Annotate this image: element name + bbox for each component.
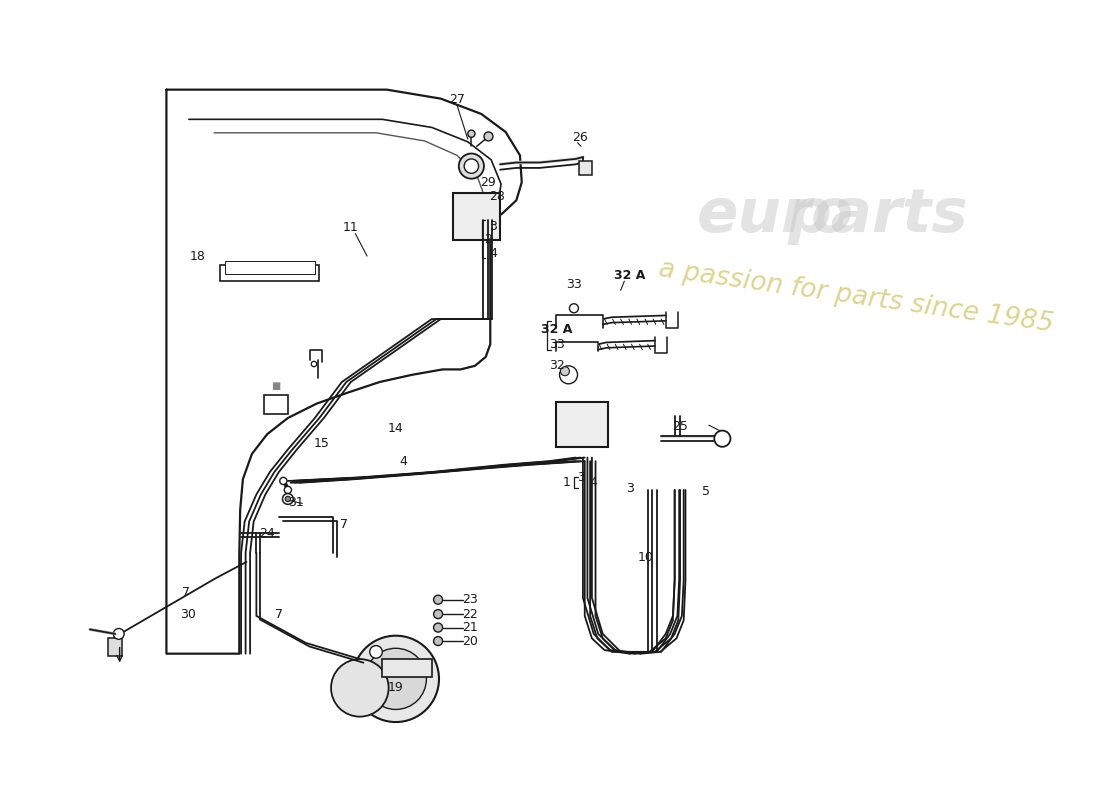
Bar <box>453 193 500 240</box>
Circle shape <box>283 494 294 504</box>
Text: 27: 27 <box>449 93 465 106</box>
Text: 7: 7 <box>183 586 190 599</box>
Circle shape <box>468 130 475 138</box>
Circle shape <box>284 484 288 487</box>
Text: 22: 22 <box>462 607 477 621</box>
Text: 21: 21 <box>462 621 477 634</box>
Text: 4: 4 <box>399 454 407 468</box>
Text: 25: 25 <box>672 421 688 434</box>
Circle shape <box>113 629 124 639</box>
Text: 33: 33 <box>549 338 564 350</box>
Circle shape <box>560 366 570 376</box>
Text: 24: 24 <box>260 526 275 540</box>
Text: 1: 1 <box>563 476 571 490</box>
Bar <box>580 161 592 175</box>
Text: 32: 32 <box>549 359 564 372</box>
Text: 18: 18 <box>190 250 206 262</box>
Text: 14: 14 <box>388 422 404 435</box>
Text: 32 A: 32 A <box>541 323 572 336</box>
Bar <box>224 262 315 274</box>
Text: ■: ■ <box>272 381 280 390</box>
Text: 29: 29 <box>481 176 496 189</box>
Text: 4: 4 <box>490 247 497 260</box>
Circle shape <box>433 595 442 604</box>
Text: 2: 2 <box>484 234 492 246</box>
Text: 19: 19 <box>388 682 404 694</box>
Text: 7: 7 <box>275 607 283 621</box>
Circle shape <box>464 159 478 174</box>
Circle shape <box>331 659 388 717</box>
Circle shape <box>284 486 292 494</box>
Text: parts: parts <box>788 186 968 245</box>
Circle shape <box>570 304 579 313</box>
Bar <box>220 265 319 282</box>
Bar <box>264 394 288 414</box>
Text: 30: 30 <box>180 607 196 621</box>
Bar <box>556 402 608 446</box>
Circle shape <box>370 646 383 658</box>
Text: 26: 26 <box>572 131 588 144</box>
Text: 10: 10 <box>638 551 653 564</box>
Text: a passion for parts since 1985: a passion for parts since 1985 <box>657 256 1055 337</box>
Text: 23: 23 <box>462 594 477 606</box>
Bar <box>383 659 432 677</box>
Circle shape <box>433 637 442 646</box>
Text: 32 A: 32 A <box>614 270 646 282</box>
Text: 3: 3 <box>626 482 634 494</box>
Text: 7: 7 <box>340 518 348 530</box>
Text: 28: 28 <box>488 190 505 203</box>
Circle shape <box>365 648 427 710</box>
Text: euro: euro <box>697 186 855 245</box>
Circle shape <box>311 362 317 366</box>
Text: 4: 4 <box>590 476 597 490</box>
Text: 20: 20 <box>462 634 477 647</box>
Circle shape <box>560 366 578 384</box>
Text: 15: 15 <box>315 437 330 450</box>
Text: 3: 3 <box>578 471 585 484</box>
Circle shape <box>285 496 290 502</box>
Circle shape <box>484 132 493 141</box>
Circle shape <box>353 636 439 722</box>
Circle shape <box>433 623 442 632</box>
Text: 3: 3 <box>490 220 497 233</box>
Circle shape <box>459 154 484 178</box>
Text: 31: 31 <box>288 496 304 509</box>
Text: 11: 11 <box>343 221 359 234</box>
Bar <box>108 638 122 656</box>
Circle shape <box>714 430 730 446</box>
Text: 33: 33 <box>566 278 582 291</box>
Circle shape <box>279 478 287 485</box>
Text: 5: 5 <box>702 486 711 498</box>
Circle shape <box>433 610 442 618</box>
